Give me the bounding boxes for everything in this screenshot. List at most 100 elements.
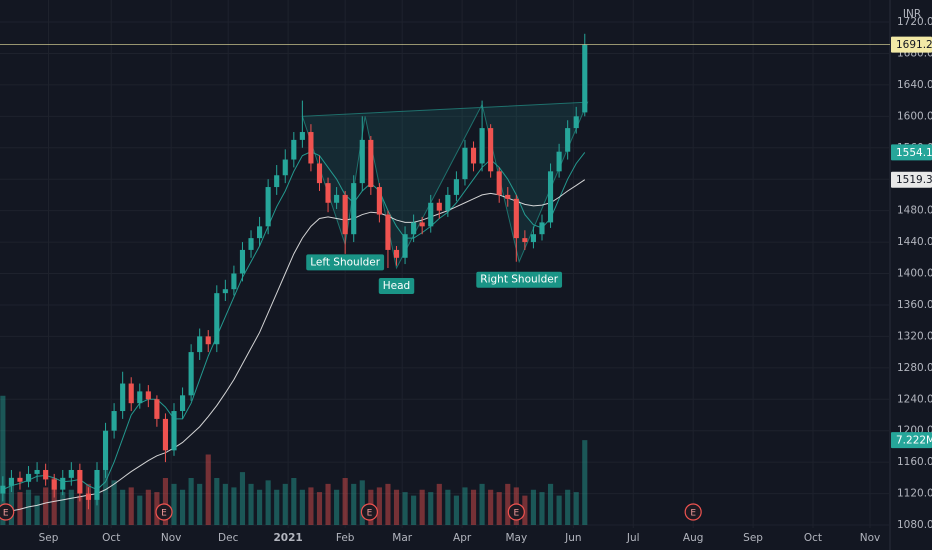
candles (0, 33, 588, 510)
candle-body (43, 469, 49, 480)
y-tick-label: 1440.00 (897, 236, 932, 248)
y-tick-label: 1120.00 (897, 488, 932, 500)
candle-body (359, 139, 365, 184)
earnings-marker (360, 503, 379, 521)
volume-bar (171, 483, 177, 525)
ma-label: 1554.10 (896, 147, 932, 159)
earnings-label: E (3, 509, 9, 519)
candle-body (17, 477, 23, 482)
y-tick-label: 1160.00 (897, 456, 932, 468)
candle-body (85, 493, 91, 500)
candle-body (145, 391, 151, 400)
earnings-marker (155, 503, 173, 521)
candle-body (505, 194, 511, 199)
volume-bar (359, 480, 365, 525)
x-tick-label: 2021 (273, 532, 302, 544)
candle-body (248, 238, 254, 250)
earnings-label: E (513, 509, 519, 519)
candle-body (60, 477, 66, 490)
pattern-annotation: Right Shoulder (476, 271, 563, 288)
x-tick-label: Dec (218, 532, 239, 544)
y-tick-label: 1280.00 (897, 362, 932, 374)
x-tick-label: Jun (564, 532, 581, 544)
candle-body (316, 163, 323, 184)
volume-bar (342, 478, 348, 525)
volume-bar (334, 489, 340, 525)
volume-bar (505, 483, 511, 525)
volume-bar (214, 478, 220, 525)
y-tick-label: 1360.00 (897, 299, 932, 311)
volume-bar (539, 492, 545, 525)
candle-body (8, 477, 14, 486)
volume-bar (8, 483, 14, 525)
candle-body (393, 249, 400, 258)
volume-bar (128, 487, 134, 525)
ma-label-box (891, 144, 932, 161)
y-tick-label: 1720.00 (897, 16, 932, 28)
x-tick-label: Sep (39, 532, 59, 544)
volume-bar (496, 492, 502, 525)
pattern-annotation: Left Shoulder (306, 254, 385, 271)
y-tick-label: 1600.00 (897, 110, 932, 122)
volume-bar (470, 489, 477, 525)
x-tick-label: Jul (626, 532, 640, 544)
candle-body (179, 395, 186, 412)
candle-body (25, 473, 32, 482)
volume-bar (453, 495, 459, 525)
volume-bar (145, 489, 151, 525)
volume-bar (402, 492, 408, 525)
volume-bar (60, 492, 66, 525)
x-tick-label: Oct (804, 532, 822, 544)
earnings-marker (507, 503, 525, 521)
volume-bar (462, 487, 468, 525)
earnings-marker (684, 503, 702, 521)
volume-bar (137, 495, 143, 525)
candle-body (51, 479, 57, 490)
candle-body (342, 194, 348, 235)
ma-label-box (891, 171, 932, 188)
volume-bar (265, 480, 271, 525)
x-tick-label: Nov (860, 532, 881, 544)
volume-bar (17, 492, 23, 525)
candle-body (197, 336, 203, 353)
candle-body (522, 238, 528, 243)
volume-bar (231, 487, 237, 525)
volume-label: 7.222M (896, 435, 932, 447)
moving-average (2, 151, 586, 491)
volume-bar (411, 495, 417, 525)
candle-body (291, 139, 297, 160)
x-tick-label: May (505, 532, 527, 544)
y-tick-label: 1480.00 (897, 205, 932, 217)
grid (0, 0, 890, 528)
earnings-label: E (690, 509, 696, 519)
candle-body (77, 469, 83, 494)
volume-bar (179, 489, 186, 525)
volume-bar (34, 495, 40, 525)
volume-bar (43, 487, 49, 525)
earnings-marker (0, 503, 15, 521)
volume-bar (274, 489, 280, 525)
y-tick-label: 1640.00 (897, 79, 932, 91)
ma-label: 1519.35 (896, 174, 932, 186)
earnings-label: E (367, 509, 373, 519)
candle-body (128, 383, 134, 404)
candle-body (436, 202, 442, 211)
candle-body (68, 469, 74, 478)
candle-body (111, 411, 117, 431)
volume-bar (436, 483, 442, 525)
candle-body (0, 485, 6, 494)
candle-body (470, 147, 477, 164)
volume-bar (188, 478, 194, 525)
volume-bar (565, 489, 571, 525)
volume-bar (77, 495, 83, 525)
candle-body (205, 336, 211, 345)
volume-bar (376, 487, 382, 525)
candle-body (445, 194, 451, 211)
candle-body (239, 249, 246, 274)
volume-bar (385, 483, 391, 525)
volume-bar (282, 483, 288, 525)
candle-body (334, 194, 340, 203)
